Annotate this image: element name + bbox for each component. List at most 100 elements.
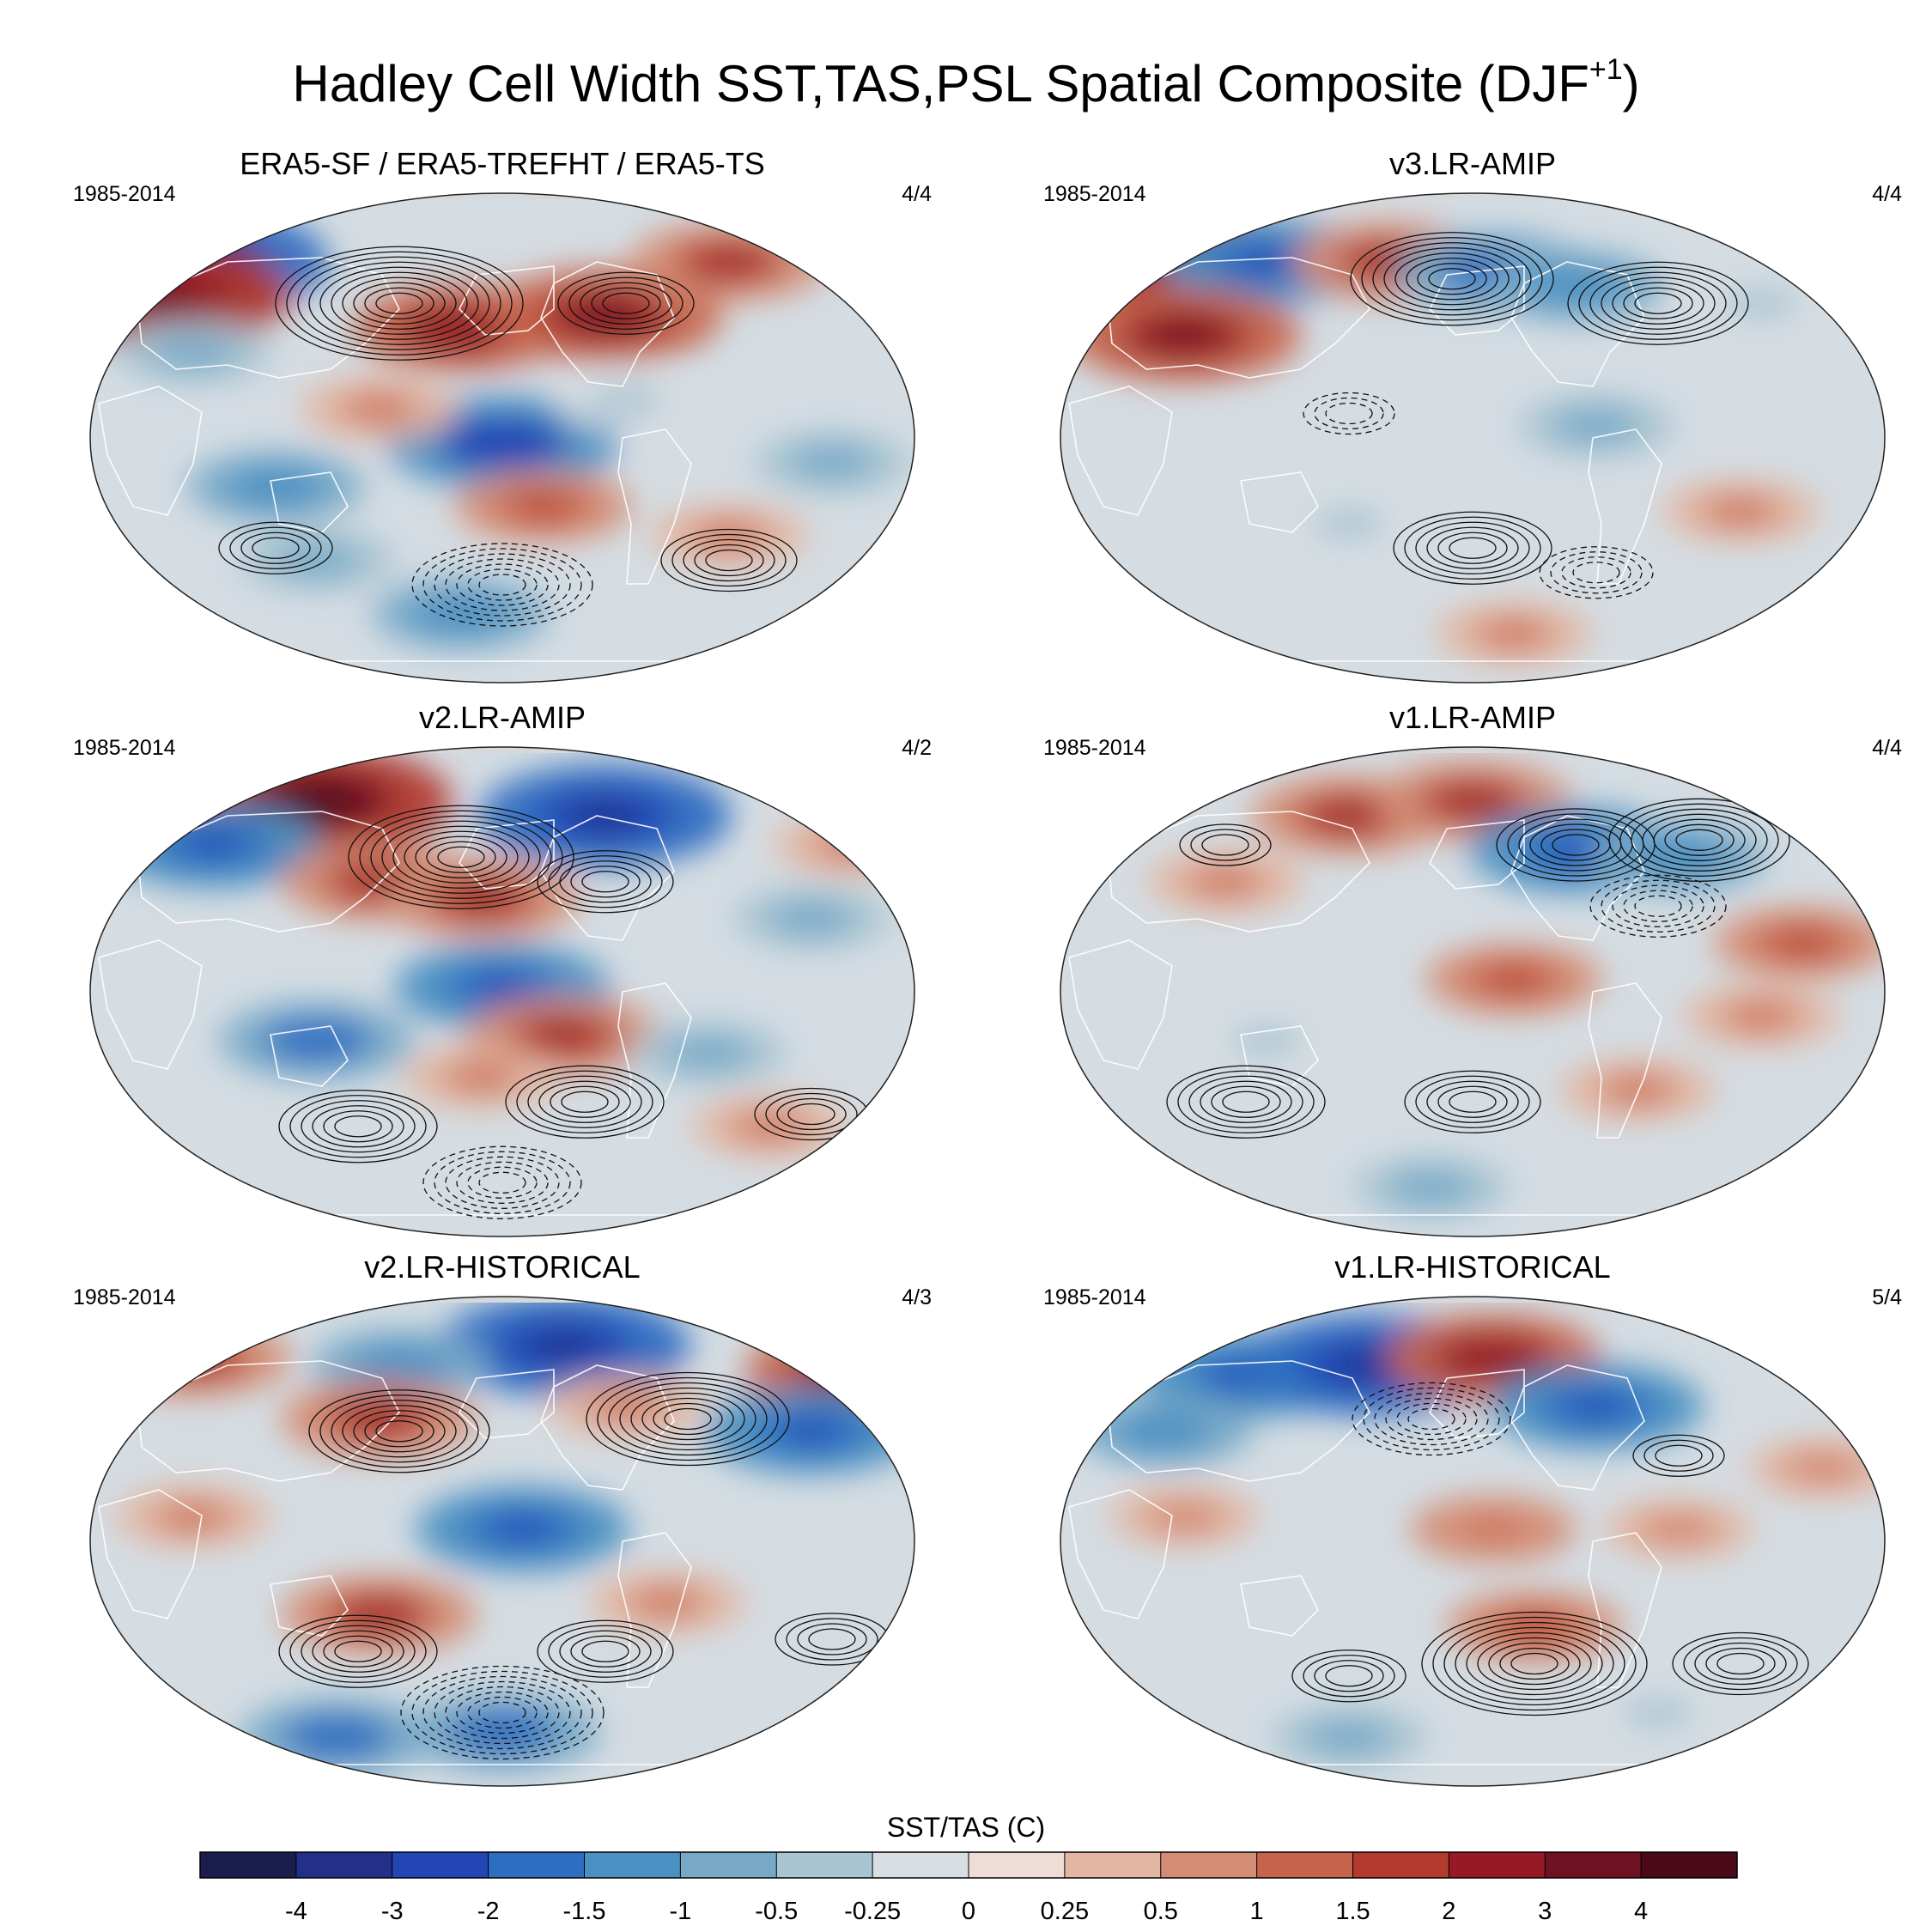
anomaly-peak [1412, 1179, 1451, 1196]
polar-cap [90, 193, 914, 199]
psl-contour [1407, 1407, 1455, 1431]
psl-contour [1394, 252, 1510, 306]
psl-contour [660, 528, 798, 592]
colorbar-tick-label: 0.5 [1144, 1898, 1178, 1925]
psl-contour [538, 1080, 631, 1123]
coastline [137, 811, 400, 933]
psl-contour [1694, 1642, 1787, 1686]
psl-contour [286, 251, 513, 355]
psl-contour [308, 1389, 490, 1473]
coastline [1588, 982, 1662, 1139]
map-border [1060, 1296, 1886, 1787]
anomaly-field [1146, 761, 1885, 1219]
panel-map [89, 192, 915, 683]
anomaly-core [793, 1346, 912, 1394]
map-content [1060, 747, 1885, 1236]
psl-contour [467, 1696, 538, 1729]
psl-contour [1166, 1065, 1326, 1139]
anomaly-peak [1206, 873, 1245, 890]
colorbar-swatch [776, 1852, 873, 1878]
coastline [1240, 1575, 1319, 1637]
coastline [1107, 1360, 1370, 1482]
psl-contour [434, 1680, 571, 1745]
psl-contour [301, 1100, 416, 1153]
psl-contour [1406, 258, 1498, 301]
psl-contour [1222, 1091, 1270, 1113]
coastline [98, 386, 203, 516]
psl-contour [1705, 1647, 1776, 1680]
psl-contour [1642, 813, 1757, 866]
psl-contour [297, 256, 501, 350]
psl-contour [1664, 823, 1735, 856]
psl-contour [1314, 1660, 1384, 1692]
psl-contour [548, 1625, 663, 1678]
psl-contour [597, 1376, 779, 1461]
polar-cap [1060, 747, 1885, 753]
colorbar-tick-label: -4 [285, 1898, 307, 1925]
anomaly-peak [647, 1595, 687, 1611]
psl-contour [422, 548, 582, 622]
anomaly-peak [186, 834, 241, 856]
psl-contour [786, 1618, 878, 1661]
psl-contour [1449, 537, 1497, 559]
panel-count: 5/4 [1872, 1285, 1902, 1309]
colorbar-tick-label: 4 [1634, 1898, 1648, 1925]
psl-contour [319, 266, 479, 340]
panel-map [1060, 1296, 1886, 1787]
psl-contour [275, 246, 524, 361]
psl-contour [516, 1070, 653, 1133]
psl-contour [1683, 1637, 1798, 1691]
psl-contour [312, 1105, 404, 1148]
polar-cap [1060, 193, 1885, 199]
psl-contour [240, 532, 311, 564]
panel-title: v2.LR-AMIP [418, 700, 586, 735]
psl-contour [608, 1382, 768, 1456]
psl-contour [1372, 242, 1532, 316]
anomaly-peak [1249, 1033, 1285, 1048]
colorbar-tick-label: -1 [669, 1898, 691, 1925]
psl-contour [1488, 1642, 1581, 1686]
psl-contours [278, 805, 869, 1219]
anomaly-peak [168, 1347, 218, 1368]
psl-contour [1201, 834, 1249, 856]
psl-contour [787, 1103, 835, 1126]
anomaly-peak [1656, 848, 1701, 866]
psl-contours [278, 1371, 890, 1760]
psl-contour [1417, 263, 1487, 295]
psl-contour [381, 820, 541, 894]
map-border [1060, 746, 1886, 1237]
coastline [617, 1532, 692, 1688]
anomaly-peak [495, 1518, 550, 1540]
anomaly-peak [521, 497, 566, 516]
psl-contour [1510, 1652, 1558, 1675]
psl-contour [392, 825, 530, 889]
psl-contour [1177, 1070, 1315, 1133]
psl-contour [1623, 287, 1693, 319]
anomaly-peak [1741, 1008, 1781, 1024]
psl-contour [1601, 879, 1716, 933]
figure-title-main: Hadley Cell Width SST,TAS,PSL Spatial Co… [292, 55, 1589, 112]
psl-contour [630, 1392, 745, 1446]
psl-contour [370, 815, 552, 899]
colorbar-swatch [1256, 1852, 1353, 1878]
panel-count: 4/4 [1872, 736, 1902, 760]
figure-title-superscript: +1 [1589, 53, 1623, 86]
anomaly-peak [377, 1356, 422, 1375]
coastline [1429, 265, 1525, 336]
psl-contour [619, 1387, 756, 1451]
psl-contour [411, 1670, 593, 1755]
psl-contour [580, 282, 672, 325]
psl-contour [1325, 402, 1373, 425]
psl-contour [1653, 818, 1746, 861]
map-border [89, 1296, 915, 1787]
colorbar-tick-label: -1.5 [563, 1898, 606, 1925]
psl-contour [641, 1397, 734, 1441]
anomaly-peak [292, 1030, 342, 1051]
psl-contour [1589, 874, 1727, 938]
psl-contour [557, 271, 695, 335]
panel-title: v2.LR-HISTORICAL [364, 1249, 641, 1285]
anomaly-region [774, 813, 914, 877]
psl-contour [559, 1630, 652, 1673]
colorbar-swatch [1545, 1852, 1642, 1878]
map-border [89, 192, 915, 683]
